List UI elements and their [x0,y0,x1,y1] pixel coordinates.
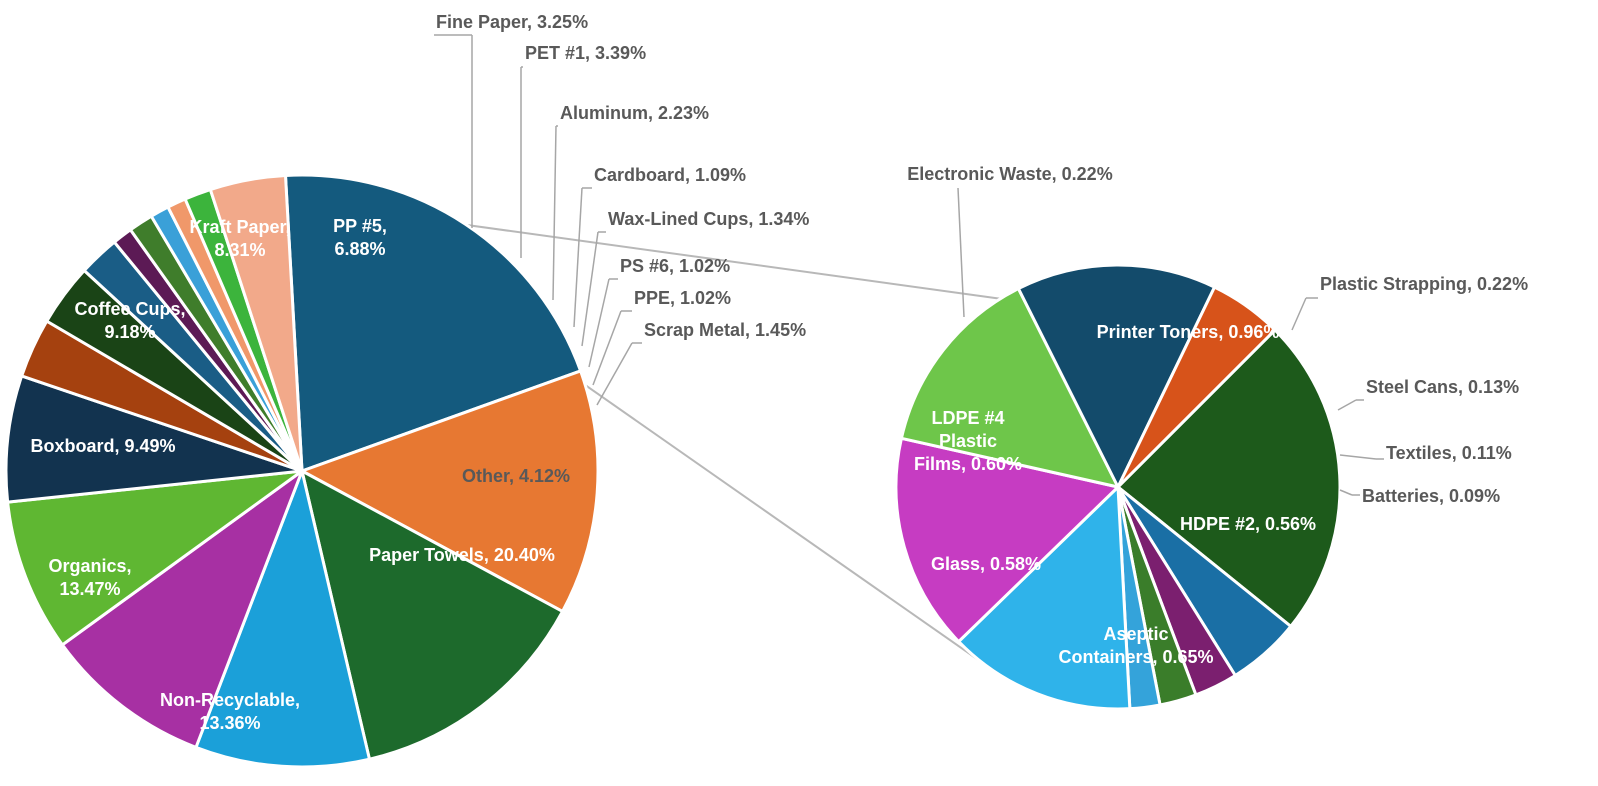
secondary-label-ldpe-4-plastic-films: LDPE #4 Plastic Films, 0.60% [914,408,1022,474]
secondary-leader-steel-cans [1337,399,1357,411]
secondary-leader-batteries [1339,489,1353,496]
secondary-label-line: Glass, 0.58% [931,554,1041,574]
secondary-label-electronic-waste: Electronic Waste, 0.22% [907,164,1112,184]
secondary-leader-electronic-waste [957,187,965,318]
primary-label-line: Non-Recyclable, [160,690,300,710]
primary-label-line: Kraft Paper, [189,217,290,237]
primary-slice-boxboard [194,469,371,769]
primary-label-line: 9.18% [104,322,155,342]
primary-leader-ppe [592,310,622,386]
secondary-slice-glass [899,287,1120,489]
secondary-label-line: Batteries, 0.09% [1362,486,1500,506]
primary-label-boxboard: Boxboard, 9.49% [30,436,175,456]
primary-slice-organics [300,469,565,761]
primary-label-ppe: PPE, 1.02% [634,288,731,308]
primary-label-line: 6.88% [334,239,385,259]
primary-label-pet-1: PET #1, 3.39% [525,43,646,63]
primary-leader-aluminum [552,125,557,301]
primary-label-cardboard: Cardboard, 1.09% [594,165,746,185]
secondary-pie [894,263,1342,711]
primary-slice-other [208,173,304,473]
primary-label-line: 13.36% [199,713,260,733]
secondary-label-line: Electronic Waste, 0.22% [907,164,1112,184]
primary-label-line: Wax-Lined Cups, 1.34% [608,209,809,229]
primary-leader-ps-6 [588,278,610,368]
primary-label-aluminum: Aluminum, 2.23% [560,103,709,123]
primary-label-organics: Organics, 13.47% [48,556,131,599]
primary-label-other: Other, 4.12% [462,466,570,486]
secondary-leader-textiles [1339,454,1377,460]
primary-slice-kraft-paper [6,469,304,647]
primary-leader-cardboard [573,187,583,328]
secondary-slice-aseptic-containers [894,436,1120,644]
primary-label-pp-5: PP #5, 6.88% [333,216,387,259]
secondary-label-line: Plastic Strapping, 0.22% [1320,274,1528,294]
primary-label-line: Other, 4.12% [462,466,570,486]
primary-label-line: Organics, [48,556,131,576]
primary-label-wax-lined-cups: Wax-Lined Cups, 1.34% [608,209,809,229]
primary-label-non-recyclable: Non-Recyclable, 13.36% [160,690,300,733]
primary-slice-pp-5 [4,374,304,504]
primary-label-line: Aluminum, 2.23% [560,103,709,123]
secondary-label-batteries: Batteries, 0.09% [1362,486,1500,506]
primary-label-line: PP #5, [333,216,387,236]
primary-label-fine-paper: Fine Paper, 3.25% [436,12,588,32]
secondary-label-line: Containers, 0.65% [1058,647,1213,667]
secondary-slice-printer-toners [1116,328,1342,628]
primary-slice-non-recyclable [300,369,600,613]
primary-label-line: PPE, 1.02% [634,288,731,308]
secondary-label-line: Printer Toners, 0.96% [1097,322,1280,342]
secondary-label-line: HDPE #2, 0.56% [1180,514,1316,534]
primary-label-coffee-cups: Coffee Cups, 9.18% [74,299,185,342]
data-labels: Paper Towels, 20.40% Non-Recyclable, 13.36… [30,12,1528,733]
secondary-label-line: LDPE #4 [931,408,1004,428]
primary-label-line: Scrap Metal, 1.45% [644,320,806,340]
secondary-label-line: Textiles, 0.11% [1386,443,1512,463]
primary-label-paper-towels: Paper Towels, 20.40% [369,545,555,565]
primary-label-scrap-metal: Scrap Metal, 1.45% [644,320,806,340]
secondary-label-line: Aseptic [1103,624,1168,644]
secondary-label-printer-toners: Printer Toners, 0.96% [1097,322,1280,342]
primary-label-line: 8.31% [214,240,265,260]
secondary-label-hdpe-2: HDPE #2, 0.56% [1180,514,1316,534]
secondary-label-line: Films, 0.60% [914,454,1022,474]
secondary-slice-hdpe-2 [957,485,1132,711]
secondary-label-line: Plastic [939,431,997,451]
secondary-slice-electronic-waste [1116,285,1277,489]
primary-label-line: Coffee Cups, [74,299,185,319]
secondary-label-aseptic-containers: Aseptic Containers, 0.65% [1058,624,1213,667]
primary-label-kraft-paper: Kraft Paper, 8.31% [189,217,290,260]
primary-leader-scrap-metal [596,342,633,406]
secondary-label-textiles: Textiles, 0.11% [1386,443,1512,463]
primary-label-line: PET #1, 3.39% [525,43,646,63]
primary-leader-wax-lined-cups [581,231,599,347]
primary-label-line: Cardboard, 1.09% [594,165,746,185]
secondary-label-line: Steel Cans, 0.13% [1366,377,1519,397]
primary-label-line: Paper Towels, 20.40% [369,545,555,565]
primary-slice-coffee-cups [60,469,304,749]
primary-label-line: Fine Paper, 3.25% [436,12,588,32]
secondary-leader-plastic-strapping [1291,297,1307,331]
primary-label-ps-6: PS #6, 1.02% [620,256,730,276]
primary-pie [4,173,600,769]
primary-label-line: PS #6, 1.02% [620,256,730,276]
secondary-label-plastic-strapping: Plastic Strapping, 0.22% [1320,274,1528,294]
secondary-label-steel-cans: Steel Cans, 0.13% [1366,377,1519,397]
leader-lines [434,34,1384,496]
primary-label-line: 13.47% [59,579,120,599]
primary-label-line: Boxboard, 9.49% [30,436,175,456]
secondary-slice-ldpe-4-plastic-films [1016,263,1217,489]
secondary-label-glass: Glass, 0.58% [931,554,1041,574]
